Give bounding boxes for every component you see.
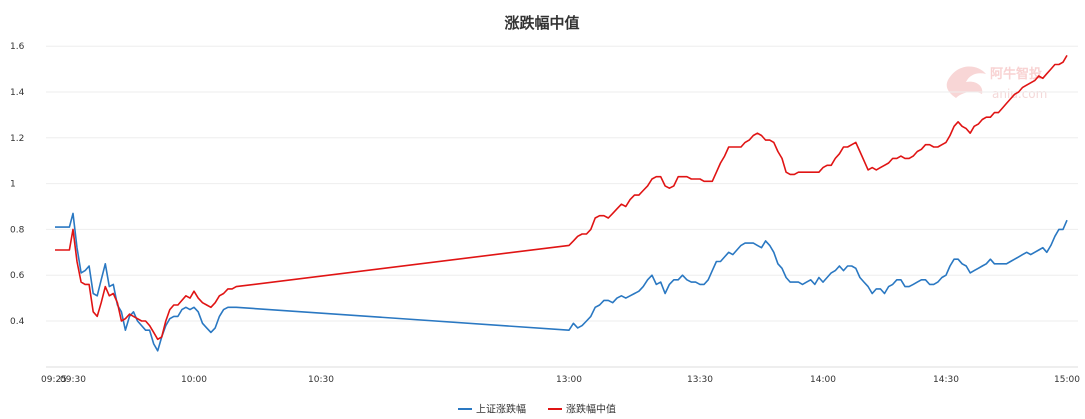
x-tick-label: 15:00 (1054, 375, 1080, 385)
watermark-brand: 阿牛智投 (990, 66, 1042, 82)
legend-label: 涨跌幅中值 (566, 403, 616, 416)
y-tick-label: 1.4 (10, 88, 25, 98)
x-tick-label: 09:25 (41, 375, 67, 385)
x-tick-label: 10:00 (181, 375, 207, 385)
watermark-domain: aniu.com (992, 87, 1047, 101)
x-tick-label: 10:30 (308, 375, 334, 385)
y-tick-label: 1.6 (10, 42, 25, 52)
series-line-1 (55, 212, 1068, 352)
y-tick-label: 1.2 (10, 134, 24, 144)
chart-title: 涨跌幅中值 (504, 14, 579, 32)
grid-lines (46, 45, 1078, 368)
legend-item-1[interactable]: 上证涨跌幅 (458, 403, 526, 416)
x-tick-label: 09:30 (60, 375, 86, 385)
y-tick-label: 0.8 (10, 225, 25, 235)
watermark: 阿牛智投 aniu.com (946, 66, 1047, 101)
watermark-logo-icon (946, 66, 986, 98)
y-tick-label: 1 (10, 180, 16, 190)
series-line-2 (55, 54, 1068, 341)
y-axis-ticks: 0.4 0.6 0.8 1 1.2 1.4 1.6 (10, 42, 25, 327)
x-tick-label: 13:00 (556, 375, 582, 385)
legend-label: 上证涨跌幅 (476, 403, 526, 416)
series-lines (55, 54, 1068, 352)
y-tick-label: 0.4 (10, 317, 25, 327)
legend: 上证涨跌幅 涨跌幅中值 (458, 403, 616, 416)
legend-item-2[interactable]: 涨跌幅中值 (548, 403, 616, 416)
x-tick-label: 13:30 (687, 375, 713, 385)
x-tick-label: 14:30 (933, 375, 959, 385)
y-tick-label: 0.6 (10, 271, 25, 281)
x-tick-label: 14:00 (810, 375, 836, 385)
